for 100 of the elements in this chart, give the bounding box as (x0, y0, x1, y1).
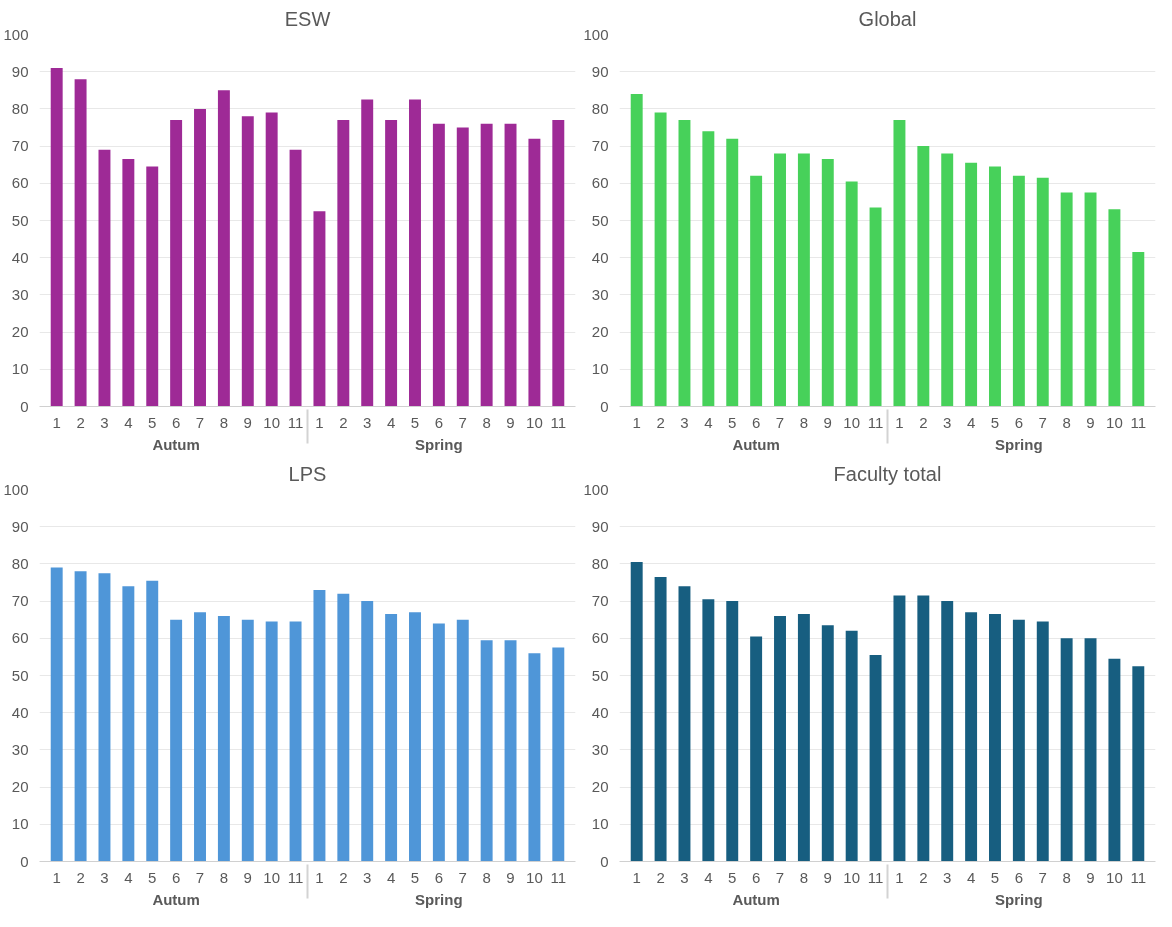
x-tick-label: 1 (52, 413, 61, 431)
x-tick-label: 11 (550, 868, 567, 886)
chart-title: ESW (284, 7, 331, 30)
x-tick-label: 3 (680, 413, 689, 431)
x-tick-label: 2 (339, 868, 348, 886)
x-tick-label: 9 (243, 413, 252, 431)
x-tick-label: 5 (410, 413, 420, 431)
y-tick-label: 80 (11, 554, 29, 572)
x-tick-label: 4 (386, 868, 396, 886)
x-tick-label: 7 (1038, 868, 1047, 886)
x-tick-label: 8 (482, 413, 491, 431)
x-tick-label: 10 (263, 413, 281, 431)
y-tick-label: 50 (11, 211, 29, 229)
x-tick-label: 4 (124, 868, 133, 886)
x-tick-label: 7 (458, 868, 467, 886)
chart-title: Faculty total (833, 462, 942, 485)
x-tick-label: 5 (410, 868, 420, 886)
text: Autum (732, 435, 780, 453)
x-tick-label: 10 (526, 868, 543, 886)
y-tick-label: 80 (591, 99, 609, 117)
x-tick-label: 9 (243, 868, 252, 886)
y-tick-label: 90 (11, 517, 29, 535)
y-tick-label: 10 (591, 360, 609, 378)
x-tick-label: 2 (76, 868, 85, 886)
y-tick-label: 70 (11, 592, 29, 610)
y-tick-label: 60 (11, 629, 29, 647)
x-tick-label: 3 (100, 413, 109, 431)
x-tick-label: 9 (823, 868, 832, 886)
y-tick-label: 40 (11, 703, 29, 721)
y-tick-label: 60 (11, 174, 29, 192)
x-tick-label: 5 (148, 413, 157, 431)
y-tick-label: 10 (591, 815, 609, 833)
x-tick-label: 2 (919, 868, 928, 886)
x-tick-label: 5 (728, 413, 737, 431)
x-tick-label: 5 (990, 413, 1000, 431)
y-tick-label: 20 (591, 778, 609, 796)
x-tick-label: 2 (656, 868, 665, 886)
x-tick-label: 10 (1106, 868, 1123, 886)
text: Autum (152, 435, 200, 453)
x-tick-label: 4 (966, 868, 976, 886)
y-tick-label: 50 (591, 211, 609, 229)
y-tick-label: 80 (11, 99, 29, 117)
x-tick-label: 7 (195, 868, 205, 886)
x-tick-label: 10 (526, 413, 543, 431)
x-tick-label: 11 (1130, 868, 1147, 886)
x-tick-label: 11 (287, 413, 304, 431)
x-tick-label: 4 (966, 413, 976, 431)
x-tick-label: 1 (52, 868, 61, 886)
chart-title: Global (858, 7, 917, 30)
x-tick-label: 5 (148, 868, 157, 886)
x-tick-label: 4 (386, 413, 396, 431)
x-tick-label: 7 (195, 413, 205, 431)
x-tick-label: 4 (704, 868, 713, 886)
x-tick-label: 9 (823, 413, 832, 431)
y-tick-label: 0 (600, 397, 609, 415)
x-tick-label: 8 (219, 868, 229, 886)
x-tick-label: 4 (124, 413, 133, 431)
x-tick-label: 8 (219, 413, 229, 431)
x-tick-label: 6 (1014, 868, 1024, 886)
y-tick-label: 30 (591, 740, 609, 758)
x-tick-label: 6 (171, 413, 181, 431)
x-tick-label: 3 (363, 413, 372, 431)
y-tick-label: 100 (3, 480, 29, 498)
y-tick-label: 10 (11, 360, 29, 378)
text: Spring (995, 890, 1043, 908)
x-tick-label: 8 (1062, 868, 1071, 886)
y-tick-label: 30 (11, 285, 29, 303)
x-tick-label: 11 (867, 413, 884, 431)
y-tick-label: 50 (591, 666, 609, 684)
x-tick-label: 5 (990, 868, 1000, 886)
x-tick-label: 7 (775, 868, 785, 886)
y-tick-label: 30 (11, 740, 29, 758)
x-tick-label: 5 (728, 868, 737, 886)
x-tick-label: 8 (799, 868, 809, 886)
x-tick-label: 1 (315, 413, 324, 431)
y-tick-label: 10 (11, 815, 29, 833)
y-tick-label: 90 (591, 517, 609, 535)
text: Spring (415, 435, 463, 453)
y-tick-label: 70 (11, 137, 29, 155)
y-tick-label: 40 (11, 248, 29, 266)
x-tick-label: 3 (363, 868, 372, 886)
y-tick-label: 20 (11, 323, 29, 341)
x-tick-label: 8 (799, 413, 809, 431)
x-tick-label: 11 (867, 868, 884, 886)
x-tick-label: 8 (482, 868, 491, 886)
y-tick-label: 40 (591, 248, 609, 266)
text: Autum (732, 890, 780, 908)
y-tick-label: 70 (591, 592, 609, 610)
x-tick-label: 10 (1106, 413, 1123, 431)
x-tick-label: 2 (76, 413, 85, 431)
x-tick-label: 6 (751, 413, 761, 431)
x-tick-label: 6 (1014, 413, 1024, 431)
y-tick-label: 90 (11, 62, 29, 80)
x-tick-label: 8 (1062, 413, 1071, 431)
x-tick-label: 1 (315, 868, 324, 886)
y-tick-label: 60 (591, 629, 609, 647)
y-tick-label: 0 (20, 397, 29, 415)
x-tick-label: 1 (895, 868, 904, 886)
x-tick-label: 3 (943, 868, 952, 886)
y-tick-label: 20 (11, 778, 29, 796)
